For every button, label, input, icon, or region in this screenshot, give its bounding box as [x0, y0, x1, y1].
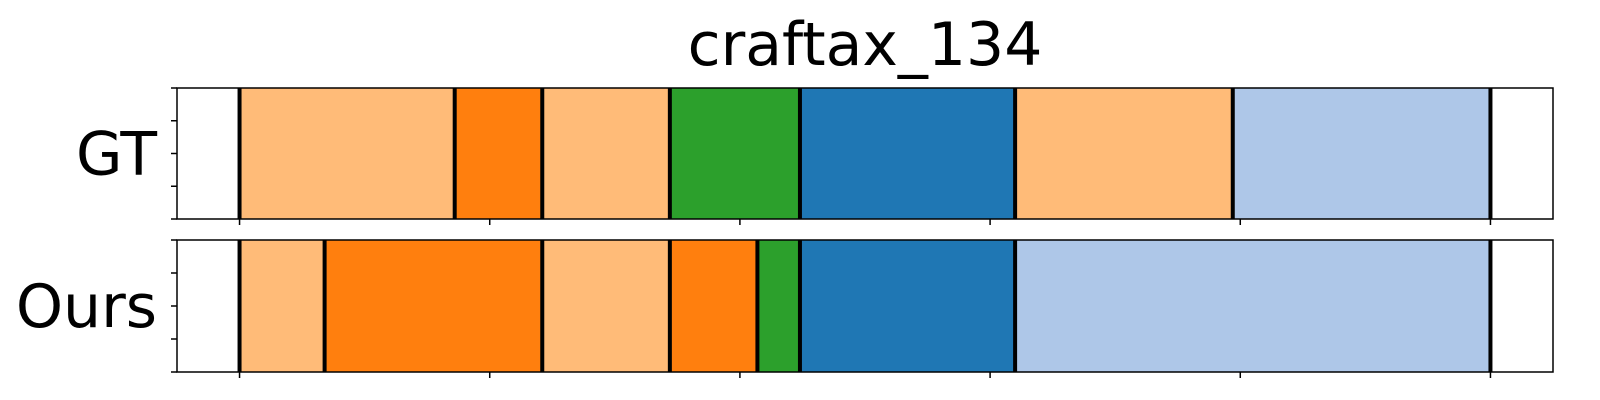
segment-bar — [542, 88, 670, 219]
segment-bar — [669, 240, 758, 372]
panel-frame — [176, 239, 1554, 373]
segment-bar — [1015, 88, 1233, 219]
row-panel-ours: Ours — [16, 239, 1554, 378]
segment-bar — [1015, 240, 1491, 372]
row-label: GT — [76, 120, 157, 190]
row-label: Ours — [16, 272, 157, 342]
row-panel-gt: GT — [76, 87, 1554, 225]
panel-frame — [176, 87, 1554, 220]
segment-bar — [239, 88, 455, 219]
segment-bar — [799, 88, 1016, 219]
segment-bar — [542, 240, 670, 372]
segment-bar — [757, 240, 800, 372]
segment-bar — [454, 88, 543, 219]
segment-bar — [799, 240, 1016, 372]
segment-bar — [669, 88, 800, 219]
segment-bar — [324, 240, 543, 372]
chart-title: craftax_134 — [688, 10, 1043, 80]
segment-bar — [239, 240, 325, 372]
segment-bar — [1232, 88, 1491, 219]
